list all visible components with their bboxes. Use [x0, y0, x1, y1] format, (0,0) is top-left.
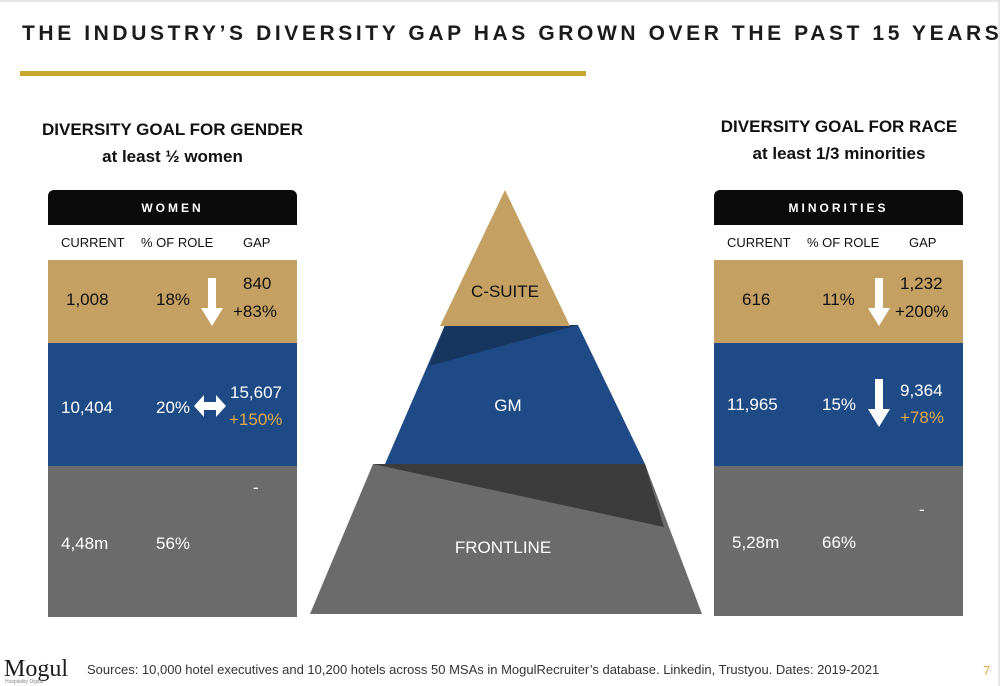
slide-title: THE INDUSTRY’S DIVERSITY GAP HAS GROWN O… — [22, 22, 1000, 45]
women-row-gm: 10,404 20% 15,607 +150% — [48, 343, 297, 466]
minorities-table-columns: CURRENT % OF ROLE GAP — [714, 225, 963, 260]
column-current: CURRENT — [727, 235, 791, 250]
current-value: 616 — [742, 290, 771, 309]
mogul-logo: Mogul — [4, 656, 69, 682]
title-underline — [20, 71, 586, 76]
race-goal: DIVERSITY GOAL FOR RACE at least 1/3 min… — [708, 117, 970, 164]
gap-value: 9,364 — [900, 381, 943, 400]
column-current: CURRENT — [61, 235, 125, 250]
pyramid-label-gm: GM — [494, 396, 522, 415]
gap-value: - — [253, 478, 259, 497]
women-table-header: WOMEN — [48, 190, 297, 225]
gap-growth: +200% — [895, 302, 949, 321]
pyramid-csuite — [440, 190, 570, 326]
race-goal-subtitle: at least 1/3 minorities — [752, 144, 926, 163]
current-value: 1,008 — [66, 290, 109, 309]
column-gap: GAP — [909, 235, 937, 250]
race-goal-heading: DIVERSITY GOAL FOR RACE — [720, 117, 958, 136]
pyramid-label-frontline: FRONTLINE — [454, 538, 552, 557]
pyramid-gm-shade — [429, 325, 578, 366]
gap-growth: +78% — [900, 408, 944, 427]
pct-value: 20% — [156, 398, 191, 417]
gap-growth: +83% — [233, 302, 277, 321]
women-table: WOMEN CURRENT % OF ROLE GAP 1,008 18% 84… — [48, 190, 297, 617]
minorities-row-gm: 11,965 15% 9,364 +78% — [714, 343, 963, 466]
current-value: 11,965 — [727, 395, 778, 414]
minorities-row-frontline: - 5,28m 66% — [714, 466, 963, 616]
pct-value: 11% — [822, 290, 855, 309]
gap-growth: +150% — [229, 410, 283, 429]
current-value: 10,404 — [61, 398, 113, 417]
pyramid-gm — [385, 325, 645, 464]
pct-value: 56% — [156, 534, 191, 553]
minorities-table-header: MINORITIES — [714, 190, 963, 225]
gap-value: 1,232 — [900, 274, 943, 293]
minorities-table: MINORITIES CURRENT % OF ROLE GAP 616 11%… — [714, 190, 963, 616]
mogul-logo-tagline: Hospitality Digital — [5, 679, 44, 685]
gap-value: - — [919, 500, 925, 519]
pyramid-diagram — [310, 190, 702, 614]
current-value: 4,48m — [61, 534, 109, 553]
minorities-row-csuite: 616 11% 1,232 +200% — [714, 260, 963, 343]
page-number: 7 — [983, 663, 991, 678]
down-arrow-icon — [201, 278, 223, 326]
women-table-columns: CURRENT % OF ROLE GAP — [48, 225, 297, 260]
pyramid-label-csuite: C-SUITE — [471, 282, 539, 301]
gender-goal-subtitle: at least ½ women — [102, 147, 243, 166]
down-arrow-icon — [868, 278, 890, 326]
gap-value: 840 — [243, 274, 272, 293]
gap-value: 15,607 — [230, 383, 282, 402]
down-arrow-icon — [868, 379, 890, 427]
pyramid-frontline-shade — [373, 464, 664, 527]
column-pct-of-role: % OF ROLE — [141, 235, 214, 250]
column-gap: GAP — [243, 235, 271, 250]
gender-goal: DIVERSITY GOAL FOR GENDER at least ½ wom… — [40, 120, 305, 167]
women-row-csuite: 1,008 18% 840 +83% — [48, 260, 297, 343]
pct-value: 18% — [156, 290, 191, 309]
left-right-arrow-icon — [194, 395, 226, 417]
sources-note: Sources: 10,000 hotel executives and 10,… — [87, 662, 880, 677]
pct-value: 15% — [822, 395, 857, 414]
women-row-frontline: - 4,48m 56% — [48, 466, 297, 617]
pct-value: 66% — [822, 533, 857, 552]
current-value: 5,28m — [732, 533, 780, 552]
column-pct-of-role: % OF ROLE — [807, 235, 880, 250]
gender-goal-heading: DIVERSITY GOAL FOR GENDER — [41, 120, 304, 139]
